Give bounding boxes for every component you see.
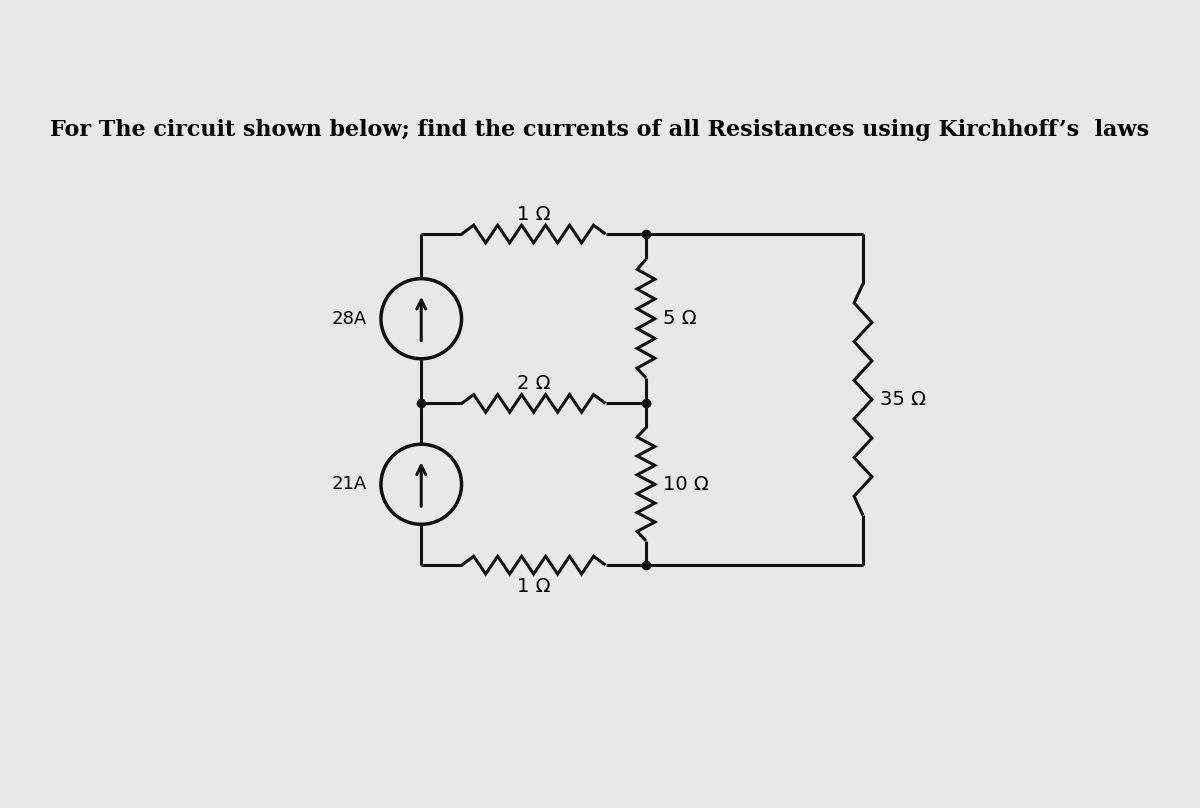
Text: 1 Ω: 1 Ω [517, 577, 551, 596]
Text: 2 Ω: 2 Ω [517, 374, 551, 393]
Text: 21A: 21A [331, 475, 367, 493]
Text: 28A: 28A [331, 309, 367, 328]
Text: 1 Ω: 1 Ω [517, 204, 551, 224]
Text: 5 Ω: 5 Ω [664, 309, 697, 328]
Text: 35 Ω: 35 Ω [880, 390, 926, 409]
Text: For The circuit shown below; find the currents of all Resistances using Kirchhof: For The circuit shown below; find the cu… [50, 119, 1150, 141]
Text: 10 Ω: 10 Ω [664, 475, 709, 494]
